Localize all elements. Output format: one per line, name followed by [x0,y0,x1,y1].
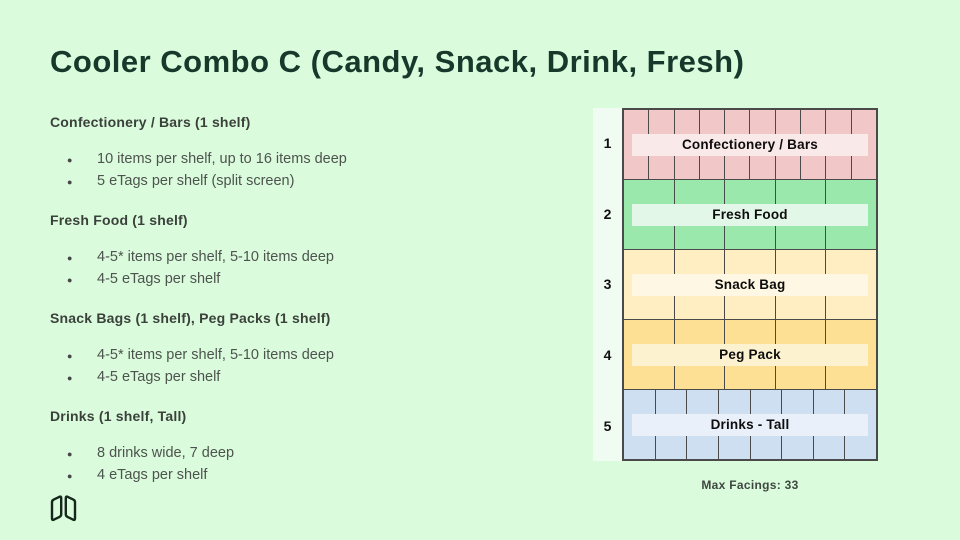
shelf-row: Drinks - Tall [624,390,876,459]
shelf-number: 2 [603,205,612,222]
section-bullet-list: 8 drinks wide, 7 deep4 eTags per shelf [50,442,560,487]
section-heading: Drinks (1 shelf, Tall) [50,408,187,424]
bullet-item: 4-5 eTags per shelf [50,366,560,389]
shelf-label: Peg Pack [719,347,781,362]
shelf-label: Fresh Food [712,207,788,222]
text-section-2: Snack Bags (1 shelf), Peg Packs (1 shelf… [50,308,560,389]
bullet-item: 4 eTags per shelf [50,464,560,487]
section-heading: Snack Bags (1 shelf), Peg Packs (1 shelf… [50,310,331,326]
shelf-number: 1 [603,135,612,152]
folded-map-logo-icon [50,495,77,522]
page-title: Cooler Combo C (Candy, Snack, Drink, Fre… [50,44,745,79]
bullet-item: 4-5* items per shelf, 5-10 items deep [50,344,560,367]
text-section-1: Fresh Food (1 shelf) 4-5* items per shelf… [50,210,560,291]
text-section-0: Confectionery / Bars (1 shelf) 10 items p… [50,112,560,193]
shelf-row: Fresh Food [624,180,876,250]
section-heading: Fresh Food (1 shelf) [50,212,188,228]
shelf-label: Snack Bag [714,277,786,292]
section-heading: Confectionery / Bars (1 shelf) [50,114,251,130]
bullet-item: 8 drinks wide, 7 deep [50,442,560,465]
bullet-item: 10 items per shelf, up to 16 items deep [50,148,560,171]
shelf-label: Drinks - Tall [710,417,790,432]
sections: Confectionery / Bars (1 shelf) 10 items p… [50,112,560,504]
shelf-number: 3 [603,276,612,293]
shelf-number: 5 [603,417,612,434]
shelf-row: Confectionery / Bars [624,110,876,180]
max-facings-label: Max Facings: 33 [701,478,799,492]
shelf-label-strip: Drinks - Tall [632,413,868,436]
shelf-number: 4 [603,347,612,364]
bullet-item: 4-5* items per shelf, 5-10 items deep [50,246,560,269]
shelf-label: Confectionery / Bars [681,137,819,152]
shelf-row: Snack Bag [624,250,876,320]
shelf-row: Peg Pack [624,320,876,390]
planogram-panel: 1 2 3 4 5 Confectionery / Bars Fresh Food Snac… [593,108,878,461]
section-bullet-list: 10 items per shelf, up to 16 items deep5… [50,148,560,193]
shelf-label-strip: Snack Bag [632,273,868,296]
shelf-label-strip: Fresh Food [632,203,868,226]
section-bullet-list: 4-5* items per shelf, 5-10 items deep4-5… [50,246,560,291]
shelf-grid: Confectionery / Bars Fresh Food Snack Bag P… [622,108,878,461]
cooler-planogram-diagram: 1 2 3 4 5 Confectionery / Bars Fresh Food Snac… [593,108,878,492]
shelf-number-column: 1 2 3 4 5 [593,108,622,461]
shelf-label-strip: Confectionery / Bars [632,133,868,156]
bullet-item: 4-5 eTags per shelf [50,268,560,291]
shelf-label-strip: Peg Pack [632,343,868,366]
section-bullet-list: 4-5* items per shelf, 5-10 items deep4-5… [50,344,560,389]
bullet-item: 5 eTags per shelf (split screen) [50,170,560,193]
text-section-3: Drinks (1 shelf, Tall) 8 drinks wide, 7 d… [50,406,560,487]
